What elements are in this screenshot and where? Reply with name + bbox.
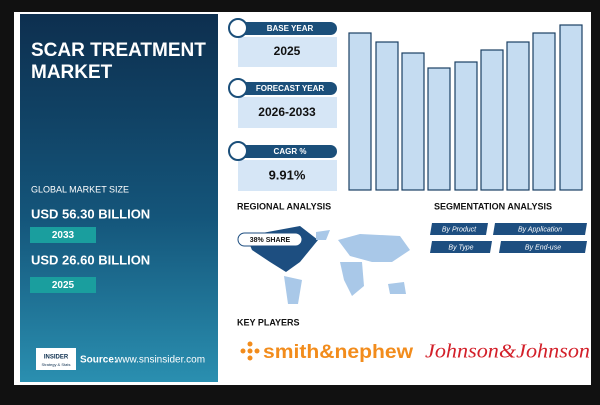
section-title: KEY PLAYERS xyxy=(237,317,300,327)
decorative-bars xyxy=(348,24,583,191)
sn-icon xyxy=(240,341,260,361)
card-box xyxy=(238,160,337,191)
eurasia xyxy=(338,234,410,262)
segment-label: By Type xyxy=(448,244,473,251)
title: MARKET xyxy=(31,62,113,83)
card-icon xyxy=(228,78,248,98)
bar-shape xyxy=(506,41,530,191)
card-pill xyxy=(238,145,337,158)
player-name: smith&nephew xyxy=(263,342,413,363)
share-text: 38% SHARE xyxy=(250,237,291,244)
segment-button xyxy=(430,241,492,253)
australia xyxy=(388,282,406,294)
source-label: Source: xyxy=(80,355,117,366)
bar-shape xyxy=(454,61,478,191)
greenland xyxy=(316,230,330,240)
card: BASE YEAR 2025 xyxy=(228,18,337,67)
bar-shape xyxy=(348,32,372,191)
segment-label: By Application xyxy=(518,226,562,233)
card-icon xyxy=(228,141,248,161)
bar-shape xyxy=(559,24,583,191)
year-box xyxy=(30,277,96,293)
bar-shape xyxy=(427,67,451,191)
card-label: CAGR % xyxy=(274,147,307,156)
card-value: 2025 xyxy=(274,44,301,58)
card-label: FORECAST YEAR xyxy=(256,84,325,93)
market-value: USD 56.30 BILLION xyxy=(31,206,150,221)
player-name: Johnson&Johnson xyxy=(425,341,590,363)
logo-text: INSIDER xyxy=(44,355,69,361)
year-box xyxy=(30,227,96,243)
card-box xyxy=(238,97,337,128)
market-year: 2025 xyxy=(52,280,75,291)
segment-label: By Product xyxy=(442,226,477,233)
segment-button xyxy=(430,223,488,235)
card: CAGR % 9.91% xyxy=(228,141,337,191)
segment-button xyxy=(499,241,587,253)
source-url: www.snsinsider.com xyxy=(114,355,205,366)
market-year: 2033 xyxy=(52,230,75,241)
card-value: 2026-2033 xyxy=(258,105,316,119)
left-panel xyxy=(20,14,218,382)
card-value: 9.91% xyxy=(269,167,306,182)
section-title: REGIONAL ANALYSIS xyxy=(237,201,331,211)
logo-tagline: Strategy & Stats xyxy=(42,362,71,367)
market-value: USD 26.60 BILLION xyxy=(31,252,150,267)
title: SCAR TREATMENT xyxy=(31,40,206,61)
bar-shape xyxy=(532,32,556,191)
icon-dot xyxy=(240,348,246,354)
icon-dot xyxy=(247,348,253,354)
card-pill xyxy=(238,22,337,35)
bar-shape xyxy=(375,41,399,191)
share-badge xyxy=(237,232,303,247)
card-box xyxy=(238,37,337,67)
south-america xyxy=(284,276,302,304)
segment-label: By End-use xyxy=(525,244,561,251)
bar-shape xyxy=(401,52,425,191)
icon-dot xyxy=(247,355,253,361)
card-icon xyxy=(228,18,248,38)
logo-box xyxy=(36,348,76,370)
segment-button xyxy=(493,223,587,235)
bar-shape xyxy=(480,49,504,191)
icon-dot xyxy=(254,348,260,354)
card-pill xyxy=(238,82,337,95)
card: FORECAST YEAR 2026-2033 xyxy=(228,78,337,128)
africa xyxy=(340,262,364,296)
icon-dot xyxy=(247,341,253,347)
section-title: SEGMENTATION ANALYSIS xyxy=(434,201,552,211)
card-label: BASE YEAR xyxy=(267,24,314,33)
market-size-label: GLOBAL MARKET SIZE xyxy=(31,184,129,194)
